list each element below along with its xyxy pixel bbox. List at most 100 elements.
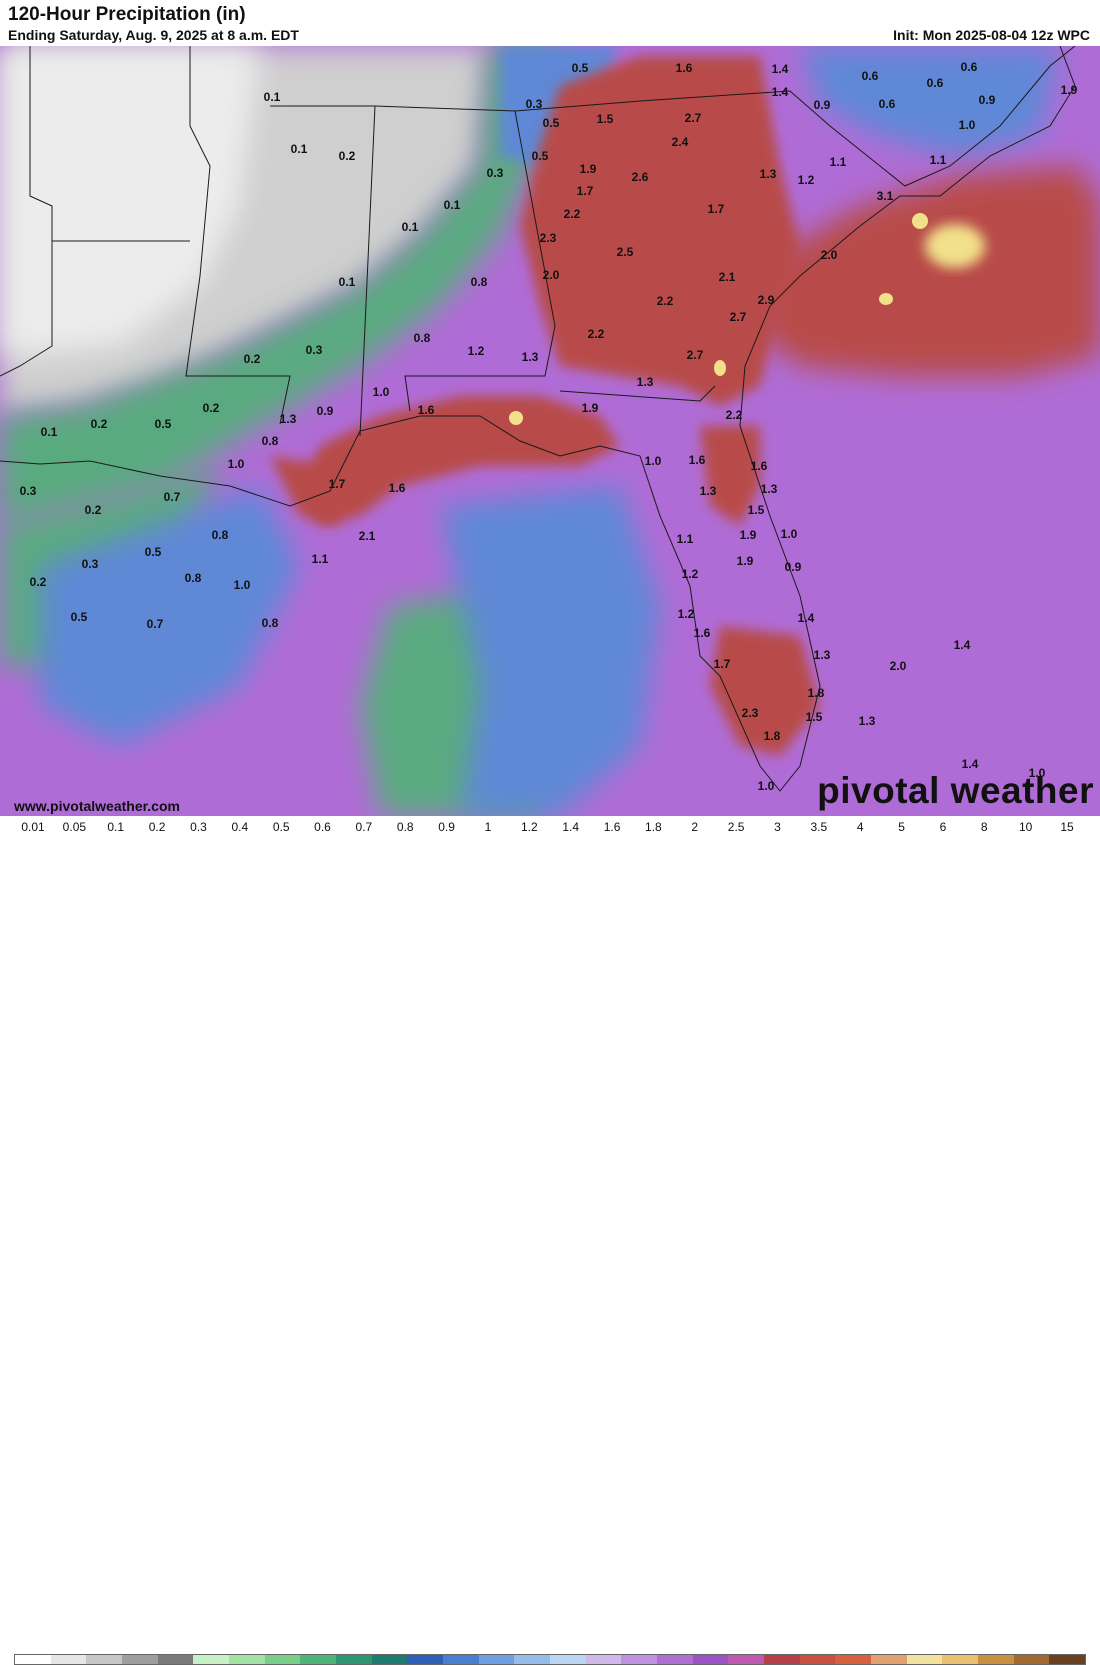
legend-swatch: [300, 1655, 337, 1664]
precip-value-label: 1.6: [389, 481, 406, 495]
precipitation-map: 0.1 0.1 0.2 0.1 0.1 0.3 0.1 0.5 0.3 0.5 0.5 1.6 1.4 1…: [0, 46, 1100, 816]
precip-value-label: 0.3: [82, 557, 99, 571]
precip-value-label: 1.4: [798, 611, 815, 625]
precip-value-label: 0.9: [785, 560, 802, 574]
precip-value-label: 1.9: [737, 554, 754, 568]
precip-value-label: 2.7: [687, 348, 704, 362]
precip-value-label: 0.8: [414, 331, 431, 345]
precip-value-label: 0.3: [306, 343, 323, 357]
precip-value-label: 0.9: [979, 93, 996, 107]
legend-swatch: [443, 1655, 479, 1664]
legend-label: 2.5: [727, 820, 745, 834]
precip-value-label: 1.3: [280, 412, 297, 426]
legend-swatch: [371, 1655, 408, 1664]
legend-label: 0.2: [148, 820, 166, 834]
precip-value-label: 0.7: [147, 617, 164, 631]
precip-value-label: 1.0: [959, 118, 976, 132]
precip-value-label: 2.7: [685, 111, 702, 125]
precip-value-label: 1.1: [677, 532, 694, 546]
legend-swatch: [585, 1655, 622, 1664]
precip-value-label: 1.0: [373, 385, 390, 399]
map-subtitle: Ending Saturday, Aug. 9, 2025 at 8 a.m. …: [8, 27, 299, 43]
color-legend: 0.01 0.05 0.1 0.2 0.3 0.4 0.5 0.6 0.7 0.8 0.9 1 1.2 1…: [0, 818, 1100, 1665]
precip-value-label: 2.6: [632, 170, 649, 184]
legend-swatch: [86, 1655, 123, 1664]
yellow-hotspot-atlantic-small: [912, 213, 928, 229]
precip-value-label: 1.5: [806, 710, 823, 724]
precip-value-label: 1.2: [798, 173, 815, 187]
legend-label: 0.9: [438, 820, 455, 834]
legend-label: 3: [774, 820, 781, 834]
precip-value-label: 0.5: [145, 545, 162, 559]
legend-label: 1.2: [520, 820, 538, 834]
legend-swatch: [871, 1655, 907, 1664]
precip-value-label: 0.5: [71, 610, 88, 624]
legend-label: 15: [1060, 820, 1074, 834]
legend-label: 1.8: [645, 820, 662, 834]
precip-value-label: 1.2: [678, 607, 695, 621]
precip-value-label: 1.2: [682, 567, 699, 581]
precip-value-label: 1.3: [522, 350, 539, 364]
precip-value-label: 1.3: [700, 484, 717, 498]
precip-value-label: 2.0: [890, 659, 907, 673]
legend-label: 0.01: [21, 820, 45, 834]
legend-swatch: [942, 1655, 979, 1664]
precip-value-label: 1.6: [751, 459, 768, 473]
legend-swatch: [835, 1655, 872, 1664]
precip-value-label: 1.0: [645, 454, 662, 468]
dry-white-area: [0, 46, 260, 356]
legend-swatch: [764, 1655, 800, 1664]
precip-value-label: 0.1: [402, 220, 419, 234]
yellow-hotspot-atlantic-small-2: [879, 293, 893, 305]
precip-value-label: 2.5: [617, 245, 634, 259]
precip-value-label: 1.8: [808, 686, 825, 700]
border-west-1: [0, 46, 53, 377]
precip-value-label: 1.4: [772, 85, 789, 99]
precip-value-label: 2.2: [564, 207, 581, 221]
precip-value-label: 0.8: [212, 528, 229, 542]
precip-value-label: 2.9: [758, 293, 775, 307]
precip-value-label: 0.1: [339, 275, 356, 289]
legend-label: 10: [1018, 820, 1033, 834]
precip-value-label: 0.2: [30, 575, 47, 589]
legend-label: 0.8: [396, 820, 414, 834]
yellow-hotspot-atlantic: [925, 224, 985, 268]
precip-value-label: 1.6: [676, 61, 693, 75]
precip-value-label: 0.5: [543, 116, 560, 130]
precip-value-label: 1.4: [772, 62, 789, 76]
precip-value-label: 2.1: [359, 529, 376, 543]
precip-value-label: 1.3: [637, 375, 654, 389]
precip-value-label: 1.6: [689, 453, 706, 467]
precip-value-label: 0.3: [487, 166, 504, 180]
precip-value-label: 1.7: [714, 657, 731, 671]
precip-value-label: 0.6: [879, 97, 896, 111]
legend-label: 1.6: [603, 820, 621, 834]
website-url: www.pivotalweather.com: [14, 798, 180, 814]
legend-label: 5: [898, 820, 905, 834]
blue-gulf-west: [40, 486, 300, 746]
precip-value-label: 0.2: [244, 352, 261, 366]
legend-label: 0.5: [272, 820, 290, 834]
legend-label: 8: [980, 820, 988, 834]
precip-value-label: 0.2: [339, 149, 356, 163]
precip-value-label: 0.8: [262, 616, 279, 630]
precip-value-label: 1.9: [582, 401, 599, 415]
legend-label: 1.4: [562, 820, 580, 834]
blue-gulf-central: [440, 486, 660, 816]
legend-swatch: [50, 1655, 87, 1664]
precip-value-label: 1.3: [760, 167, 777, 181]
legend-label: 0.7: [355, 820, 373, 834]
precip-value-label: 1.7: [329, 477, 346, 491]
state-borders: [0, 46, 1076, 792]
red-georgia: [520, 56, 800, 406]
brand-logo: pivotal weather: [817, 770, 1094, 811]
legend-swatch: [264, 1655, 301, 1664]
precip-value-label: 2.2: [726, 408, 743, 422]
precip-value-label: 1.3: [761, 482, 778, 496]
legend-swatch: [229, 1655, 265, 1664]
legend-swatch: [157, 1655, 194, 1664]
precip-value-label: 0.8: [262, 434, 279, 448]
border-carolinas: [514, 46, 1076, 187]
red-atlantic: [760, 166, 1100, 376]
precip-value-label: 0.1: [264, 90, 281, 104]
